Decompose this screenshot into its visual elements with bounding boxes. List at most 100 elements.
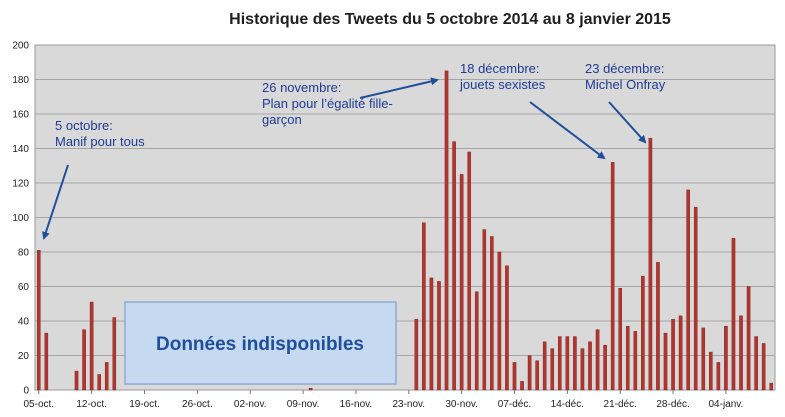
bar bbox=[580, 348, 585, 391]
bar bbox=[731, 237, 736, 391]
bar bbox=[550, 348, 555, 391]
bar bbox=[36, 250, 41, 391]
bar bbox=[542, 341, 547, 391]
bar bbox=[535, 360, 539, 391]
bar bbox=[414, 319, 419, 391]
bar bbox=[505, 265, 509, 391]
x-tick-label: 21-déc. bbox=[604, 399, 637, 410]
y-tick-label: 160 bbox=[12, 110, 29, 121]
bar bbox=[558, 336, 562, 391]
bar bbox=[520, 381, 524, 391]
bar bbox=[656, 262, 660, 391]
annotations: 5 octobre:Manif pour tous 26 novembre:Pla… bbox=[42, 61, 666, 240]
annotation-arrow bbox=[359, 77, 439, 99]
annotation-text: garçon bbox=[262, 112, 302, 127]
y-tick-label: 0 bbox=[23, 386, 29, 397]
bar bbox=[648, 137, 653, 391]
bar bbox=[663, 332, 668, 391]
x-tick-label: 26-oct. bbox=[182, 399, 213, 410]
bar-series bbox=[36, 70, 774, 391]
x-tick-label: 09-nov. bbox=[287, 399, 320, 410]
bar bbox=[678, 315, 683, 391]
bar bbox=[625, 325, 630, 391]
bar bbox=[701, 327, 706, 391]
bar bbox=[618, 288, 622, 391]
x-axis-tick-labels: 05-oct. 12-oct. 19-oct. 26-oct. 02-nov. 09-no… bbox=[23, 390, 743, 410]
bar bbox=[429, 277, 434, 391]
x-tick-label: 05-oct. bbox=[23, 399, 54, 410]
bar bbox=[709, 351, 713, 391]
bar bbox=[97, 374, 101, 391]
bar bbox=[467, 151, 471, 391]
x-tick-label: 12-oct. bbox=[76, 399, 107, 410]
bar bbox=[746, 286, 751, 391]
y-axis-tick-labels: 0 20 40 60 80 100 120 140 160 180 200 bbox=[12, 41, 29, 397]
annotation-text: 18 décembre: bbox=[460, 61, 540, 76]
x-tick-label: 02-nov. bbox=[234, 399, 267, 410]
bar bbox=[512, 362, 517, 391]
bar bbox=[44, 332, 49, 391]
bar bbox=[422, 222, 426, 391]
y-tick-label: 20 bbox=[18, 351, 30, 362]
bar bbox=[437, 281, 441, 391]
bar bbox=[603, 344, 607, 391]
y-tick-label: 120 bbox=[12, 179, 29, 190]
unavailable-box: Données indisponibles bbox=[124, 301, 397, 385]
bar bbox=[565, 336, 570, 391]
annotation-arrow bbox=[42, 164, 69, 240]
x-tick-label: 04-janv. bbox=[708, 399, 743, 410]
bar bbox=[482, 229, 487, 391]
y-tick-label: 80 bbox=[18, 248, 30, 259]
bar bbox=[754, 336, 758, 391]
bar bbox=[588, 341, 592, 391]
bar bbox=[724, 325, 728, 391]
annotation-arrow bbox=[608, 101, 647, 144]
bar bbox=[459, 174, 464, 391]
annotation-text: jouets sexistes bbox=[459, 77, 546, 92]
x-tick-label: 07-déc. bbox=[498, 399, 531, 410]
annotation-text: Plan pour l’égalité fille- bbox=[262, 96, 393, 111]
annotation-text: 5 octobre: bbox=[55, 118, 113, 133]
chart-title: Historique des Tweets du 5 octobre 2014 … bbox=[229, 11, 671, 28]
annotation-text: Michel Onfray bbox=[585, 77, 666, 92]
bar bbox=[739, 315, 743, 391]
bar bbox=[308, 388, 313, 391]
annotation-text: Manif pour tous bbox=[55, 134, 145, 149]
y-tick-label: 200 bbox=[12, 41, 29, 52]
unavailable-label: Données indisponibles bbox=[156, 334, 364, 355]
bar bbox=[444, 70, 449, 391]
bar bbox=[497, 251, 502, 391]
x-tick-label: 28-déc. bbox=[656, 399, 689, 410]
bar bbox=[527, 355, 532, 391]
bar bbox=[573, 336, 577, 391]
bar bbox=[693, 206, 698, 391]
bar bbox=[671, 319, 675, 391]
y-tick-label: 40 bbox=[18, 317, 30, 328]
bar bbox=[74, 370, 79, 391]
x-tick-label: 23-nov. bbox=[392, 399, 425, 410]
bar bbox=[104, 362, 109, 391]
bar bbox=[452, 141, 456, 391]
bar bbox=[112, 317, 117, 391]
bar bbox=[716, 362, 721, 391]
bar bbox=[595, 329, 600, 391]
bar bbox=[641, 275, 645, 391]
annotation-text: 23 décembre: bbox=[585, 61, 665, 76]
x-tick-label: 19-oct. bbox=[129, 399, 160, 410]
bar bbox=[82, 329, 86, 391]
bar bbox=[610, 162, 615, 391]
y-tick-label: 60 bbox=[18, 282, 30, 293]
y-tick-label: 180 bbox=[12, 75, 29, 86]
bar bbox=[761, 343, 766, 391]
x-tick-label: 30-nov. bbox=[445, 399, 478, 410]
bar bbox=[769, 382, 774, 391]
annotation-arrow bbox=[529, 101, 606, 160]
bar bbox=[686, 189, 690, 391]
bar bbox=[490, 236, 494, 391]
x-tick-label: 14-déc. bbox=[551, 399, 584, 410]
annotation-text: 26 novembre: bbox=[262, 80, 342, 95]
y-tick-label: 140 bbox=[12, 144, 29, 155]
x-tick-label: 16-nov. bbox=[340, 399, 373, 410]
bar bbox=[89, 301, 94, 391]
